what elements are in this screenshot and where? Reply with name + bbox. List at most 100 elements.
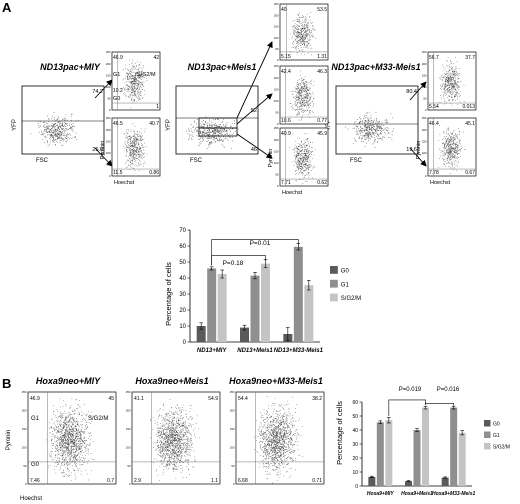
event-dot [140, 143, 142, 144]
event-dot [125, 163, 126, 164]
event-dot [452, 92, 454, 94]
event-dot [56, 426, 57, 427]
event-dot [301, 140, 302, 142]
event-dot [59, 133, 61, 135]
event-dot [193, 126, 194, 128]
event-dot [449, 141, 451, 142]
event-dot [59, 121, 61, 123]
event-dot [66, 426, 68, 428]
event-dot [137, 135, 138, 136]
event-dot [297, 20, 298, 22]
event-dot [301, 95, 303, 96]
event-dot [445, 158, 447, 160]
event-dot [130, 163, 131, 165]
event-dot [83, 442, 85, 444]
event-dot [313, 104, 314, 106]
event-dot [72, 411, 73, 412]
event-dot [128, 139, 129, 140]
event-dot [136, 149, 137, 150]
event-dot [135, 150, 136, 152]
event-dot [133, 139, 135, 140]
event-dot [299, 40, 300, 41]
event-dot [215, 138, 216, 139]
event-dot [66, 475, 68, 476]
event-dot [297, 146, 299, 147]
event-dot [132, 92, 133, 93]
event-dot [76, 445, 78, 446]
event-dot [365, 132, 367, 134]
event-dot [133, 158, 135, 159]
event-dot [452, 85, 453, 87]
event-dot [203, 126, 205, 128]
event-dot [307, 97, 309, 99]
event-dot [292, 36, 293, 38]
event-dot [303, 43, 305, 44]
event-dot [450, 156, 452, 157]
event-dot [299, 113, 300, 115]
event-dot [77, 120, 79, 121]
event-dot [128, 73, 129, 75]
event-dot [66, 123, 68, 125]
event-dot [57, 438, 58, 439]
event-dot [133, 146, 134, 147]
event-dot [62, 139, 63, 140]
event-dot [133, 79, 135, 81]
event-dot [75, 447, 77, 449]
event-dot [196, 119, 198, 120]
event-dot [365, 120, 367, 121]
event-dot [226, 122, 228, 123]
axis-label-pyronin: Pyronin [100, 141, 106, 160]
event-dot [461, 148, 462, 149]
event-dot [59, 123, 61, 125]
event-dot [130, 145, 132, 146]
event-dot [296, 156, 297, 157]
event-dot [308, 37, 310, 39]
event-dot [448, 144, 449, 145]
event-dot [446, 133, 448, 135]
event-dot [61, 122, 63, 124]
event-dot [136, 140, 137, 142]
event-dot [455, 133, 456, 134]
event-dot [57, 141, 59, 143]
event-dot [79, 426, 80, 428]
event-dot [302, 34, 304, 36]
event-dot [448, 77, 449, 79]
event-dot [296, 24, 298, 25]
event-dot [364, 135, 365, 136]
event-dot [81, 425, 82, 426]
event-dot [76, 448, 78, 449]
event-dot [452, 87, 454, 89]
event-dot [455, 85, 456, 87]
event-dot [130, 95, 131, 97]
event-dot [313, 165, 315, 167]
event-dot [446, 89, 447, 90]
event-dot [60, 441, 62, 443]
event-dot [447, 75, 449, 77]
event-dot [310, 32, 311, 33]
event-dot [65, 433, 66, 435]
event-dot [448, 71, 449, 72]
event-dot [300, 171, 302, 173]
event-dot [377, 133, 379, 135]
event-dot [303, 153, 304, 155]
event-dot [295, 47, 297, 49]
event-dot [455, 94, 457, 96]
event-dot [364, 146, 366, 147]
event-dot [364, 121, 366, 123]
event-dot [300, 47, 302, 48]
event-dot [59, 135, 60, 136]
y-tick-label: 200 [106, 62, 111, 66]
event-dot [81, 459, 83, 461]
event-dot [73, 419, 74, 420]
event-dot [355, 140, 357, 142]
event-dot [446, 140, 447, 142]
event-dot [378, 126, 379, 127]
event-dot [131, 90, 132, 91]
event-dot [445, 91, 447, 93]
event-dot [140, 147, 141, 149]
event-dot [451, 78, 452, 80]
event-dot [134, 153, 136, 155]
event-dot [63, 117, 65, 119]
event-dot [130, 153, 131, 154]
event-dot [303, 87, 305, 88]
